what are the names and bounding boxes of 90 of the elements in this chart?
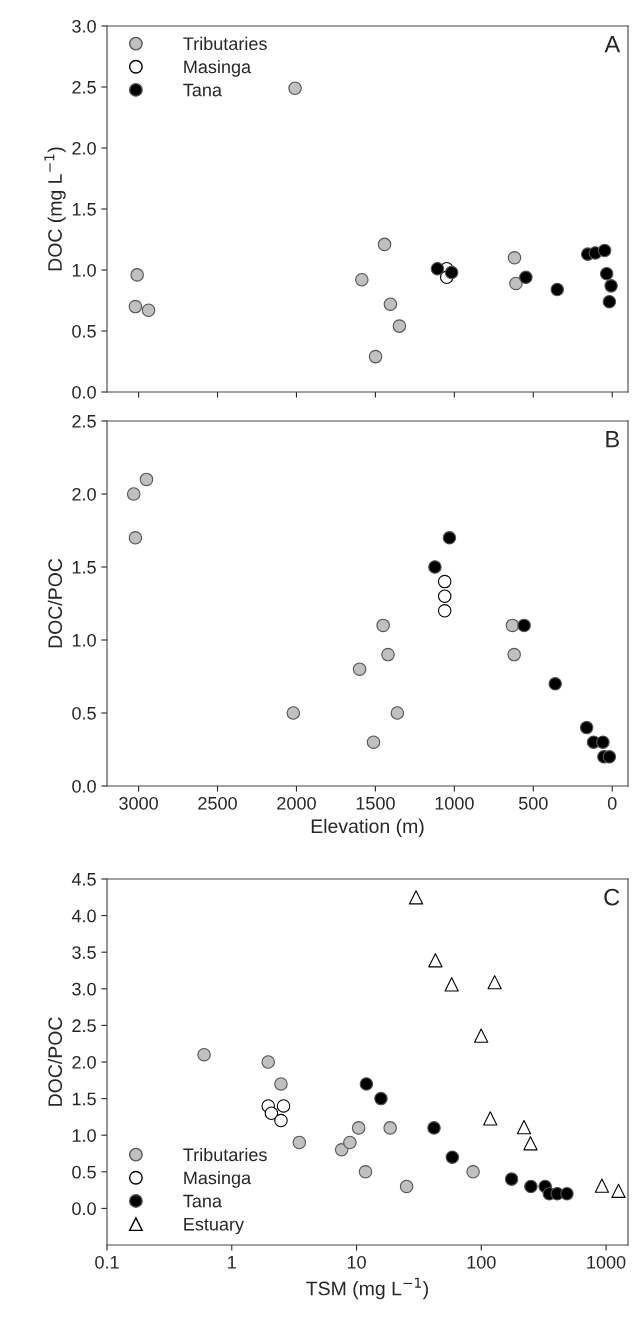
point bbox=[381, 647, 395, 662]
y-tick-label: 3.0 bbox=[72, 982, 96, 996]
point bbox=[437, 604, 452, 618]
y-tick-label: 1.5 bbox=[72, 1092, 96, 1106]
point bbox=[444, 265, 459, 280]
legend-label: Masinga bbox=[184, 59, 252, 77]
legend-label: Tana bbox=[183, 1194, 222, 1208]
y-tick-label: 3.0 bbox=[72, 19, 96, 33]
y-tick-label: 0.0 bbox=[72, 779, 96, 793]
y-tick-label: 2.0 bbox=[72, 1055, 96, 1069]
x-tick-label: 1000 bbox=[587, 1255, 626, 1269]
point bbox=[376, 618, 390, 633]
point bbox=[596, 735, 610, 749]
y-tick-label: 2.5 bbox=[72, 80, 96, 94]
y-tick-label: 1.0 bbox=[72, 1129, 96, 1142]
point bbox=[128, 299, 143, 314]
point bbox=[597, 243, 612, 258]
x-tick-label: 0.1 bbox=[95, 1255, 119, 1269]
point bbox=[366, 735, 381, 749]
point bbox=[579, 720, 594, 735]
point bbox=[505, 618, 520, 633]
legend-label: Estuary bbox=[184, 1218, 245, 1235]
y-tick-label: 0.5 bbox=[72, 324, 96, 338]
point bbox=[430, 262, 445, 276]
x-tick-label: 1 bbox=[228, 1256, 236, 1269]
y-tick-label: 2.5 bbox=[72, 1019, 96, 1033]
x-tick-label: 10 bbox=[347, 1255, 366, 1269]
y-tick-label: 3.5 bbox=[72, 946, 96, 959]
y-tick-label: 0.5 bbox=[72, 1165, 96, 1179]
y-axis-title: DOC (mg L$^{−1}$) bbox=[44, 147, 66, 271]
point bbox=[548, 677, 562, 691]
x-axis-title: Elevation (m) bbox=[311, 818, 424, 837]
y-axis-title: DOC/POC bbox=[47, 1017, 63, 1106]
point bbox=[437, 589, 452, 603]
point bbox=[519, 270, 533, 285]
point bbox=[442, 531, 457, 545]
x-tick-label: 3000 bbox=[119, 796, 158, 810]
legend-label: Tributaries bbox=[183, 1147, 267, 1162]
y-tick-label: 1.0 bbox=[72, 633, 96, 647]
point bbox=[355, 272, 369, 287]
y-tick-label: 0.5 bbox=[72, 706, 96, 720]
point bbox=[437, 574, 452, 589]
y-tick-label: 2.0 bbox=[72, 487, 96, 501]
y-tick-label: 1.5 bbox=[72, 561, 96, 574]
point bbox=[428, 560, 442, 574]
point bbox=[602, 750, 617, 764]
point bbox=[390, 706, 405, 720]
y-tick-label: 0.0 bbox=[72, 1202, 96, 1216]
annotation: C bbox=[604, 888, 620, 906]
point bbox=[286, 706, 301, 720]
x-tick-label: 100 bbox=[467, 1255, 496, 1269]
point bbox=[550, 282, 565, 297]
point bbox=[126, 487, 141, 501]
y-tick-label: 4.0 bbox=[71, 909, 96, 923]
legend-label: Tana bbox=[183, 83, 222, 97]
x-tick-label: 2500 bbox=[198, 796, 237, 810]
point bbox=[141, 303, 156, 318]
point bbox=[368, 349, 383, 364]
point bbox=[377, 237, 392, 252]
y-tick-label: 1.5 bbox=[72, 203, 96, 216]
point bbox=[383, 297, 398, 311]
x-tick-label: 1000 bbox=[435, 796, 474, 810]
point bbox=[507, 647, 521, 662]
legend-label: Masinga bbox=[184, 1171, 252, 1188]
point bbox=[352, 662, 367, 676]
x-tick-label: 0 bbox=[607, 796, 617, 810]
y-tick-label: 2.5 bbox=[72, 414, 96, 428]
point bbox=[130, 268, 144, 282]
point bbox=[599, 266, 614, 281]
point bbox=[507, 251, 522, 265]
y-axis-title: DOC/POC bbox=[47, 558, 63, 648]
point bbox=[602, 294, 617, 309]
y-tick-label: 1.0 bbox=[72, 263, 96, 277]
legend-label: Tributaries bbox=[183, 36, 267, 51]
point bbox=[128, 531, 143, 545]
x-tick-label: 500 bbox=[518, 796, 548, 810]
y-tick-label: 0.0 bbox=[72, 385, 96, 399]
point bbox=[392, 319, 407, 333]
annotation: A bbox=[604, 36, 621, 53]
point bbox=[139, 472, 154, 487]
x-tick-label: 2000 bbox=[277, 796, 316, 810]
point bbox=[288, 81, 302, 95]
y-tick-label: 2.0 bbox=[72, 141, 96, 155]
x-tick-label: 1500 bbox=[356, 796, 395, 810]
y-tick-label: 4.5 bbox=[71, 873, 96, 886]
point bbox=[509, 276, 523, 291]
annotation: B bbox=[606, 430, 619, 448]
x-axis-title: TSM (mg L$^{−1}$) bbox=[306, 1277, 428, 1300]
point bbox=[604, 279, 618, 293]
point bbox=[517, 618, 531, 633]
